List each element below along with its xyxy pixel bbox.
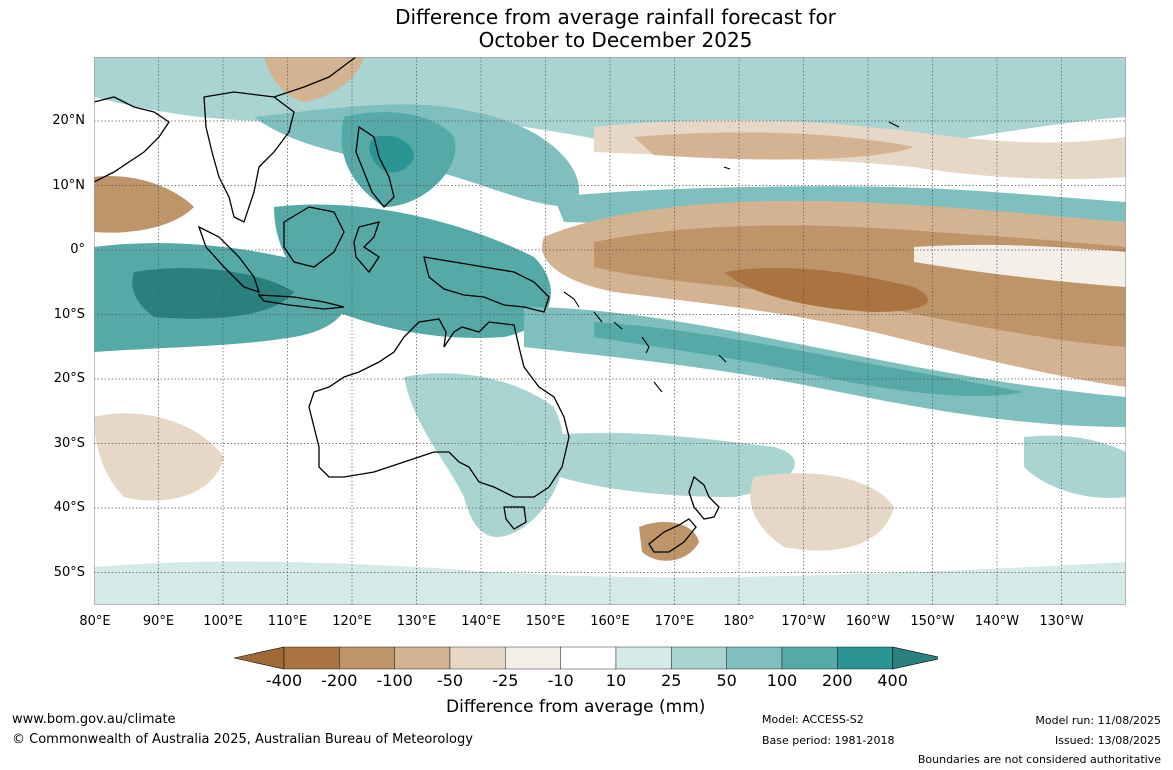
colorbar-swatch bbox=[449, 646, 506, 670]
wet-indian-ocean-core bbox=[132, 268, 294, 319]
dry-west-pacific-north-core bbox=[634, 132, 914, 160]
lon-tick-label: 160°W bbox=[845, 614, 891, 629]
dry-south-pacific bbox=[750, 473, 894, 551]
lat-tick-label: 40°S bbox=[53, 500, 85, 515]
lat-tick-label: 10°S bbox=[53, 306, 85, 322]
colorbar-tick-label: 10 bbox=[605, 671, 627, 690]
wet-southeast-pacific bbox=[1024, 435, 1126, 498]
lat-tick-label: 0° bbox=[70, 242, 85, 257]
colorbar-tick-label: 400 bbox=[877, 671, 908, 690]
colorbar bbox=[233, 646, 943, 670]
chart-title: Difference from average rainfall forecas… bbox=[0, 6, 1173, 52]
lon-tick-label: 110°E bbox=[267, 614, 308, 629]
lon-tick-label: 170°E bbox=[654, 614, 695, 629]
model-name: Model: ACCESS-S2 bbox=[762, 713, 864, 726]
colorbar-swatch bbox=[339, 646, 395, 670]
dry-bay-of-bengal bbox=[94, 176, 194, 233]
lon-tick-label: 170°W bbox=[781, 614, 826, 629]
lat-tick-label: 50°S bbox=[53, 564, 85, 580]
title-line-2: October to December 2025 bbox=[478, 28, 753, 52]
new-zealand-coastline bbox=[648, 475, 720, 553]
lon-tick-label: 140°E bbox=[461, 614, 501, 629]
title-line-1: Difference from average rainfall forecas… bbox=[395, 5, 836, 29]
wet-spcz-inner bbox=[594, 322, 1024, 396]
borneo-coastline bbox=[283, 206, 345, 268]
china-coastline bbox=[273, 57, 357, 98]
pacific-islands bbox=[563, 121, 900, 393]
sumatra-coastline bbox=[197, 225, 261, 294]
colorbar-high-arrow bbox=[892, 646, 943, 670]
colorbar-tick-label: 25 bbox=[661, 671, 682, 690]
colorbar-title: Difference from average (mm) bbox=[446, 697, 706, 717]
colorbar-swatch bbox=[283, 646, 340, 670]
dry-south-indian bbox=[94, 413, 224, 501]
indochina-coastline bbox=[203, 91, 295, 223]
india-coastline bbox=[94, 96, 170, 183]
issued-date: Issued: 13/08/2025 bbox=[1054, 734, 1161, 747]
colorbar-tick-label: -25 bbox=[492, 671, 519, 690]
colorbar-tick-label: -100 bbox=[376, 671, 413, 690]
colorbar-low-arrow bbox=[233, 646, 285, 670]
lat-tick-label: 20°S bbox=[53, 371, 85, 386]
dry-equatorial-pacific-core bbox=[724, 267, 929, 312]
lon-tick-label: 180° bbox=[723, 614, 755, 629]
website-link[interactable]: www.bom.gov.au/climate bbox=[12, 712, 176, 727]
lon-tick-label: 100°E bbox=[203, 614, 243, 629]
graticule bbox=[94, 57, 1126, 605]
java-coastline bbox=[257, 294, 345, 310]
colorbar-tick-label: -10 bbox=[547, 671, 574, 690]
colorbar-tick-label: 200 bbox=[822, 671, 853, 690]
lon-tick-label: 150°W bbox=[910, 614, 955, 629]
lat-tick-label: 10°N bbox=[52, 177, 85, 193]
wet-philippines-core bbox=[369, 135, 414, 173]
colorbar-swatch bbox=[781, 646, 838, 670]
dry-south-china bbox=[264, 57, 364, 102]
lon-tick-label: 130°E bbox=[396, 614, 437, 629]
boundaries-disclaimer: Boundaries are not considered authoritat… bbox=[917, 753, 1161, 766]
model-run-date: Model run: 11/08/2025 bbox=[1035, 714, 1161, 727]
colorbar-tick-label: -50 bbox=[436, 671, 464, 690]
lon-tick-label: 120°E bbox=[332, 614, 372, 629]
sulawesi-coastline bbox=[353, 221, 380, 274]
tasmania-coastline bbox=[503, 506, 527, 530]
wet-tasman bbox=[534, 432, 795, 497]
colorbar-tick-label: -400 bbox=[265, 671, 303, 690]
colorbar-swatch bbox=[394, 646, 451, 670]
wet-maritime-continent bbox=[274, 204, 551, 338]
lon-tick-label: 130°W bbox=[1039, 614, 1084, 629]
lon-tick-label: 140°W bbox=[974, 614, 1020, 629]
new-guinea-coastline bbox=[423, 256, 550, 313]
copyright-text: © Commonwealth of Australia 2025, Austra… bbox=[12, 732, 473, 747]
colorbar-swatch bbox=[560, 646, 617, 670]
australia-coastline bbox=[308, 318, 570, 498]
base-period: Base period: 1981-2018 bbox=[762, 734, 895, 747]
colorbar-swatch bbox=[726, 646, 783, 670]
colorbar-tick-label: 100 bbox=[766, 671, 798, 690]
lon-tick-label: 150°E bbox=[525, 614, 566, 629]
philippines-coastline bbox=[355, 125, 395, 208]
wet-east-australia bbox=[404, 373, 564, 537]
colorbar-swatch bbox=[615, 646, 672, 670]
lon-tick-label: 80°E bbox=[79, 614, 111, 629]
lat-tick-label: 20°N bbox=[52, 113, 85, 128]
lon-tick-label: 90°E bbox=[142, 614, 175, 629]
colorbar-swatch bbox=[837, 646, 893, 670]
rainfall-map bbox=[94, 57, 1126, 605]
colorbar-tick-label: -200 bbox=[321, 671, 358, 690]
map-frame bbox=[94, 57, 1126, 605]
lon-tick-label: 160°E bbox=[590, 614, 630, 629]
map-canvas bbox=[94, 57, 1126, 605]
colorbar-swatch bbox=[671, 646, 727, 670]
white-central-pacific bbox=[914, 244, 1126, 287]
colorbar-swatch bbox=[505, 646, 561, 670]
lat-tick-label: 30°S bbox=[53, 435, 85, 451]
colorbar-tick-label: 50 bbox=[716, 671, 737, 690]
colorbar-swatches bbox=[233, 646, 943, 670]
